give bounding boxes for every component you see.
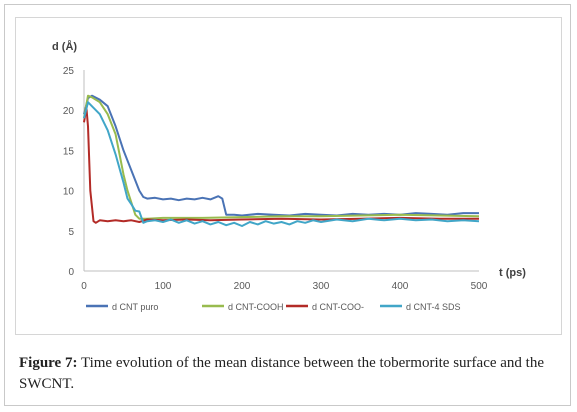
figure-frame: 0 5 10 15 20 25 0 100 200 300 400 500 d (Å) t (ps) d C… — [4, 4, 571, 406]
y-tick-label-0: 0 — [68, 267, 74, 278]
chart-area: 0 5 10 15 20 25 0 100 200 300 400 500 d (Å) t (ps) d C… — [15, 17, 562, 335]
y-tick-label-1: 5 — [68, 227, 74, 238]
legend-label-0: d CNT puro — [112, 302, 158, 312]
x-tick-label-5: 500 — [471, 281, 488, 292]
y-tick-label-4: 20 — [63, 106, 75, 117]
x-axis-label: t (ps) — [499, 267, 526, 279]
figure-caption: Figure 7: Time evolution of the mean dis… — [19, 353, 564, 395]
x-tick-label-0: 0 — [81, 281, 87, 292]
legend-label-3: d CNT-4 SDS — [406, 302, 461, 312]
caption-text: Time evolution of the mean distance betw… — [19, 355, 544, 392]
series-line-2 — [83, 106, 479, 224]
legend-label-2: d CNT-COO- — [312, 302, 364, 312]
caption-label: Figure 7: — [19, 355, 78, 371]
x-tick-label-3: 300 — [313, 281, 330, 292]
line-chart: 0 5 10 15 20 25 0 100 200 300 400 500 d (Å) t (ps) d C… — [52, 40, 526, 312]
legend-label-1: d CNT-COOH — [228, 302, 284, 312]
y-tick-label-5: 25 — [63, 66, 75, 77]
y-axis-label: d (Å) — [52, 40, 77, 53]
y-tick-label-2: 10 — [63, 187, 75, 198]
x-tick-label-2: 200 — [234, 281, 251, 292]
series-line-3 — [83, 101, 480, 227]
x-tick-label-1: 100 — [155, 281, 172, 292]
series-line-0 — [83, 94, 479, 217]
x-tick-label-4: 400 — [392, 281, 409, 292]
series-line-1 — [83, 94, 480, 220]
y-tick-label-3: 15 — [63, 146, 75, 157]
